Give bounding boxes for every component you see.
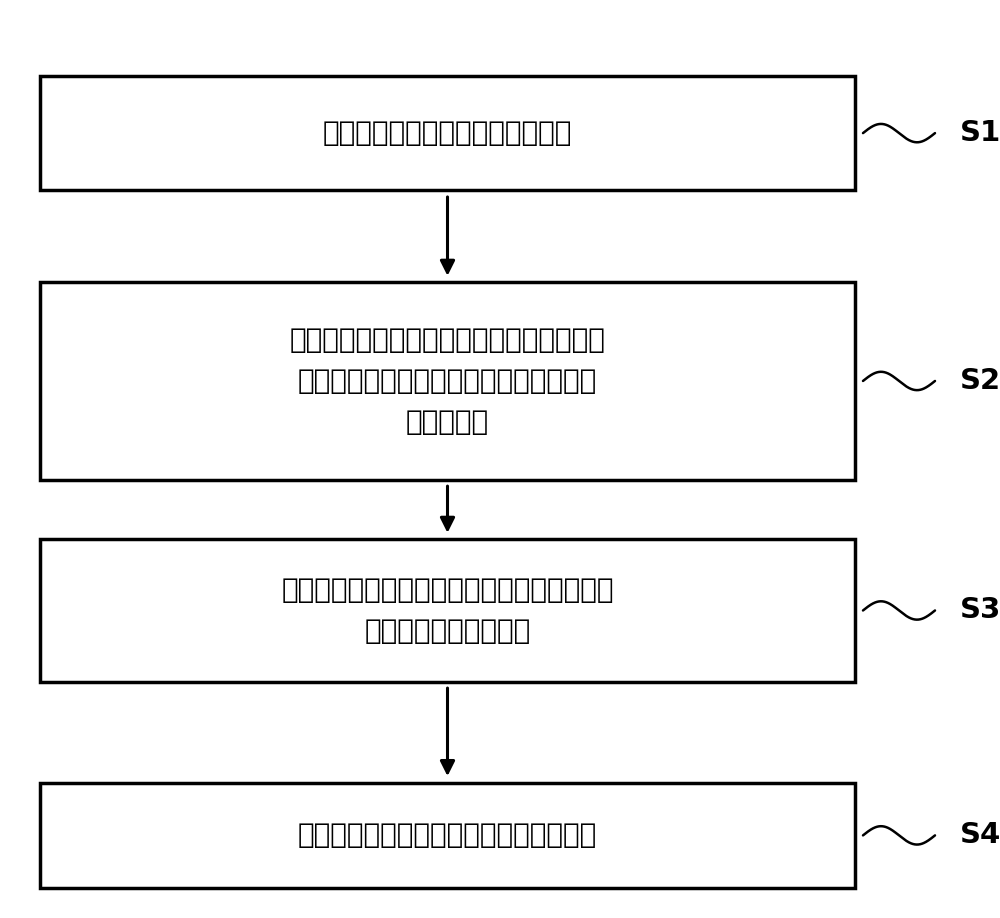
- Text: S10: S10: [960, 119, 1000, 147]
- Text: S30: S30: [960, 597, 1000, 624]
- Text: S20: S20: [960, 367, 1000, 395]
- Text: 制备负极和用于预锂化负极的设备: 制备负极和用于预锂化负极的设备: [323, 119, 572, 147]
- Text: S40: S40: [960, 822, 1000, 849]
- Text: 通过对负极进行充电和放电来预锂化负极: 通过对负极进行充电和放电来预锂化负极: [298, 822, 597, 849]
- Text: 将负极插于高压腔室中的预锂化反应器中，
并将负极浸入预锂化溶液中以与锂金属对
电极间隔开: 将负极插于高压腔室中的预锂化反应器中， 并将负极浸入预锂化溶液中以与锂金属对 电…: [290, 326, 605, 436]
- Bar: [40, 282, 855, 479]
- Text: 密封高压腔室，并向腔室中注入气体以使腔室
的内部压力超过大气压: 密封高压腔室，并向腔室中注入气体以使腔室 的内部压力超过大气压: [281, 576, 614, 645]
- Bar: [40, 540, 855, 681]
- Bar: [40, 782, 855, 889]
- Bar: [40, 75, 855, 190]
